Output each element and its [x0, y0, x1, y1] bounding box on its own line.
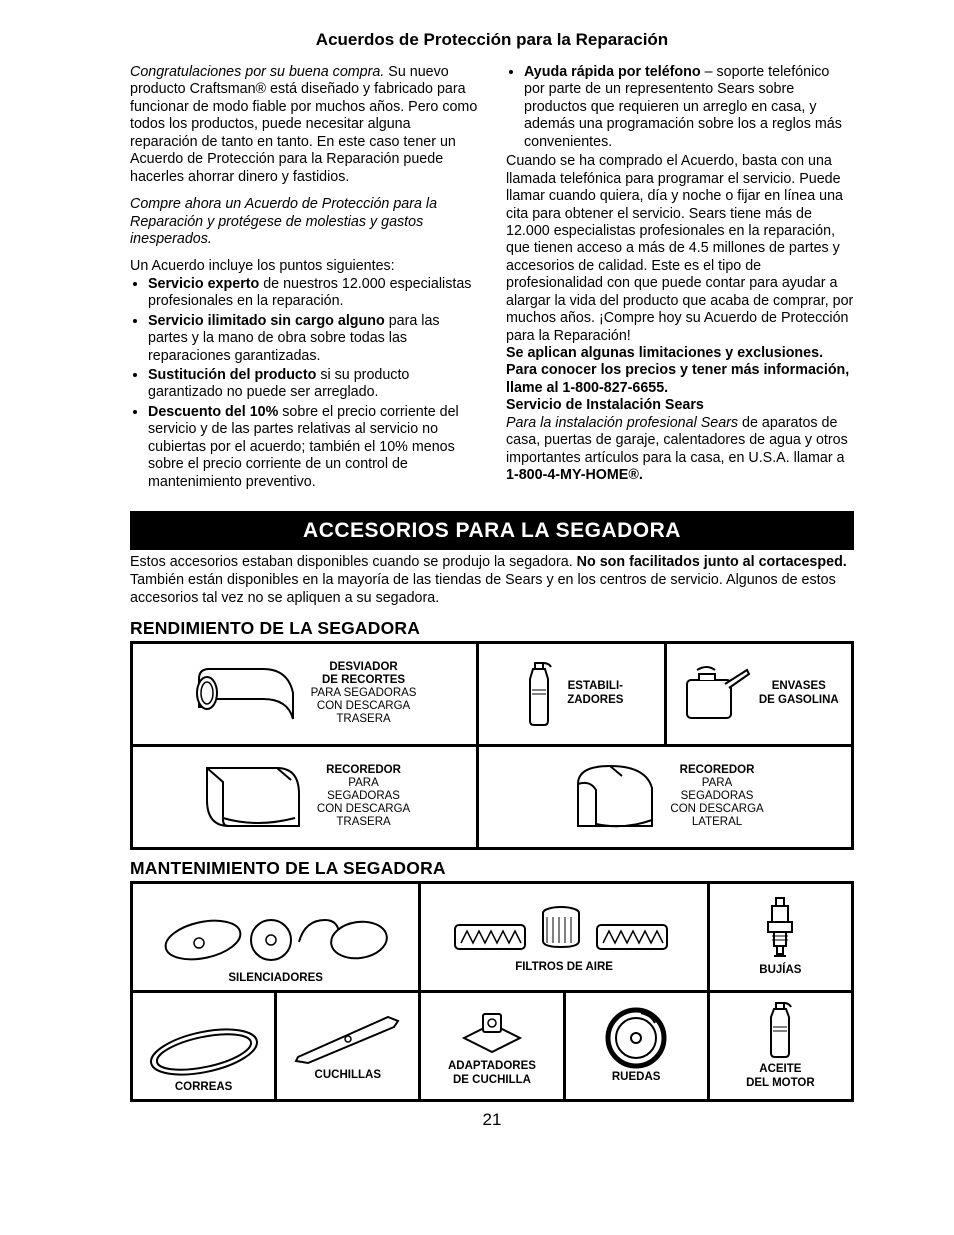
mufflers-label: SILENCIADORES [228, 972, 323, 985]
document-page: Acuerdos de Protección para la Reparació… [0, 0, 954, 1235]
cell-side-bag: RECOREDOR PARA SEGADORAS CON DESCARGA LA… [478, 745, 853, 848]
accessories-intro: Estos accesorios estaban disponibles cua… [130, 554, 854, 608]
cell-gas-can: ENVASES DE GASOLINA [665, 642, 852, 745]
intro-italic: Congratulaciones por su buena compra. [130, 64, 384, 80]
paragraph: Para la instalación profesional Sears de… [506, 415, 854, 485]
cell-mufflers: SILENCIADORES [132, 882, 420, 991]
air-filters-icon [449, 899, 679, 959]
wheels-label: RUEDAS [612, 1071, 661, 1084]
cell-air-filters: FILTROS DE AIRE [420, 882, 708, 991]
gas-can-icon [679, 664, 751, 724]
performance-heading: RENDIMIENTO DE LA SEGADORA [130, 618, 854, 639]
agreement-bullets: Servicio experto de nuestros 12.000 espe… [130, 276, 478, 491]
belts-label: CORREAS [175, 1081, 233, 1094]
cell-engine-oil: ACEITE DEL MOTOR [708, 991, 852, 1100]
paragraph: Congratulaciones por su buena compra. Su… [130, 64, 478, 186]
spark-plug-icon [758, 896, 802, 962]
cell-wheels: RUEDAS [564, 991, 708, 1100]
maintenance-table: SILENCIADORES FILTROS DE AIRE [130, 881, 854, 1102]
cell-spark-plugs: BUJÍAS [708, 882, 852, 991]
cell-blade-adapters: ADAPTADORES DE CUCHILLA [420, 991, 564, 1100]
mufflers-icon [161, 910, 391, 970]
page-title: Acuerdos de Protección para la Reparació… [130, 30, 854, 50]
two-column-layout: Congratulaciones por su buena compra. Su… [130, 64, 854, 501]
blade-adapter-icon [452, 1004, 532, 1058]
left-column: Congratulaciones por su buena compra. Su… [130, 64, 478, 501]
list-intro: Un Acuerdo incluye los puntos siguientes… [130, 258, 478, 275]
page-number: 21 [130, 1110, 854, 1130]
bullet-item: Sustitución del producto si su producto … [148, 367, 478, 402]
bullet-item: Servicio ilimitado sin cargo alguno para… [148, 313, 478, 365]
blade-icon [288, 1009, 408, 1067]
cell-stabilizer: ESTABILI- ZADORES [478, 642, 665, 745]
stabilizer-label: ESTABILI- ZADORES [567, 680, 623, 706]
bullet-item: Descuento del 10% sobre el precio corrie… [148, 404, 478, 491]
maintenance-heading: MANTENIMIENTO DE LA SEGADORA [130, 858, 854, 879]
side-bag-icon [566, 760, 662, 834]
rear-bag-icon [199, 760, 309, 834]
install-heading: Servicio de Instalación Sears [506, 397, 854, 414]
intro-rest: Su nuevo producto Craftsman® está diseña… [130, 64, 477, 185]
wheel-icon [601, 1007, 671, 1069]
paragraph-bold: Se aplican algunas limitaciones y exclus… [506, 345, 854, 397]
blades-label: CUCHILLAS [315, 1069, 381, 1082]
paragraph: Cuando se ha comprado el Acuerdo, basta … [506, 153, 854, 345]
cell-deflector: DESVIADOR DE RECORTES PARA SEGADORAS CON… [132, 642, 478, 745]
oil-bottle-icon [760, 1001, 800, 1061]
bullet-item: Ayuda rápida por teléfono – soporte tele… [524, 64, 854, 151]
rear-bag-label: RECOREDOR PARA SEGADORAS CON DESCARGA TR… [317, 764, 410, 830]
spark-plugs-label: BUJÍAS [759, 964, 801, 977]
engine-oil-label: ACEITE DEL MOTOR [746, 1063, 815, 1089]
cell-rear-bag: RECOREDOR PARA SEGADORAS CON DESCARGA TR… [132, 745, 478, 848]
accessories-banner: ACCESORIOS PARA LA SEGADORA [130, 511, 854, 550]
belt-icon [144, 1025, 264, 1079]
cell-belts: CORREAS [132, 991, 276, 1100]
cell-blades: CUCHILLAS [276, 991, 420, 1100]
paragraph-italic: Compre ahora un Acuerdo de Protección pa… [130, 196, 478, 248]
gas-can-label: ENVASES DE GASOLINA [759, 680, 839, 706]
blade-adapters-label: ADAPTADORES DE CUCHILLA [448, 1060, 536, 1086]
bottle-icon [519, 660, 559, 728]
phone-bullet: Ayuda rápida por teléfono – soporte tele… [506, 64, 854, 151]
air-filters-label: FILTROS DE AIRE [515, 961, 613, 974]
deflector-icon [193, 659, 303, 729]
side-bag-label: RECOREDOR PARA SEGADORAS CON DESCARGA LA… [670, 764, 763, 830]
performance-table: DESVIADOR DE RECORTES PARA SEGADORAS CON… [130, 641, 854, 850]
deflector-label: DESVIADOR DE RECORTES PARA SEGADORAS CON… [311, 661, 417, 727]
right-column: Ayuda rápida por teléfono – soporte tele… [506, 64, 854, 501]
bullet-item: Servicio experto de nuestros 12.000 espe… [148, 276, 478, 311]
